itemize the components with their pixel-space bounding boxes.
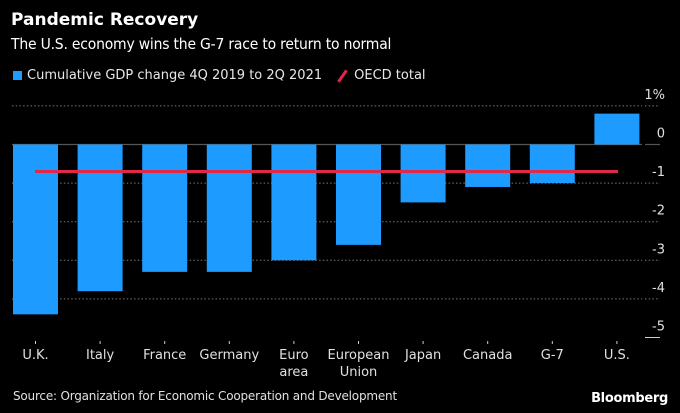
x-tick-label: G-7 <box>541 348 564 363</box>
bar <box>271 144 317 261</box>
y-axis: 1% 0 -1 -2 -3 -4 -5 <box>644 88 665 335</box>
bar <box>77 144 123 292</box>
x-tick-label: European <box>328 348 390 363</box>
bar <box>142 144 188 272</box>
bar <box>206 144 252 272</box>
bar <box>529 144 575 184</box>
legend-bar-swatch-icon <box>13 71 22 80</box>
legend-bar-label: Cumulative GDP change 4Q 2019 to 2Q 2021 <box>27 68 323 83</box>
bar <box>336 144 381 245</box>
y-tick-label: -3 <box>652 242 665 257</box>
legend-line-label: OECD total <box>354 68 426 83</box>
x-tick-label: Italy <box>86 348 115 363</box>
chart-subtitle: The U.S. economy wins the G-7 race to re… <box>11 35 392 53</box>
bar <box>400 144 446 203</box>
bar <box>594 113 640 145</box>
x-tick-label: U.K. <box>22 348 48 363</box>
bars <box>13 113 640 315</box>
x-tick-label: France <box>143 348 186 363</box>
bar <box>13 144 58 315</box>
legend: Cumulative GDP change 4Q 2019 to 2Q 2021… <box>13 68 426 83</box>
y-tick-label: -2 <box>652 204 665 219</box>
x-tick-label: Euro <box>279 348 309 363</box>
x-tick-label: Union <box>340 365 378 380</box>
x-tick-label: U.S. <box>604 348 630 363</box>
bar <box>465 144 511 187</box>
y-tick-label: -5 <box>652 320 665 335</box>
brand-logo: Bloomberg <box>591 391 668 406</box>
chart-title: Pandemic Recovery <box>11 10 199 30</box>
x-tick-label: area <box>279 365 308 380</box>
x-tick-label: Japan <box>404 348 441 363</box>
x-axis: U.K. Italy France Germany Euro area European Un… <box>22 341 630 380</box>
y-tick-label: 0 <box>657 127 665 142</box>
y-tick-label: -1 <box>652 165 665 180</box>
y-tick-label: 1% <box>644 88 665 103</box>
x-tick-label: Canada <box>463 348 512 363</box>
y-tick-label: -4 <box>652 281 665 296</box>
source-note: Source: Organization for Economic Cooper… <box>13 389 397 403</box>
x-tick-label: Germany <box>199 348 259 363</box>
